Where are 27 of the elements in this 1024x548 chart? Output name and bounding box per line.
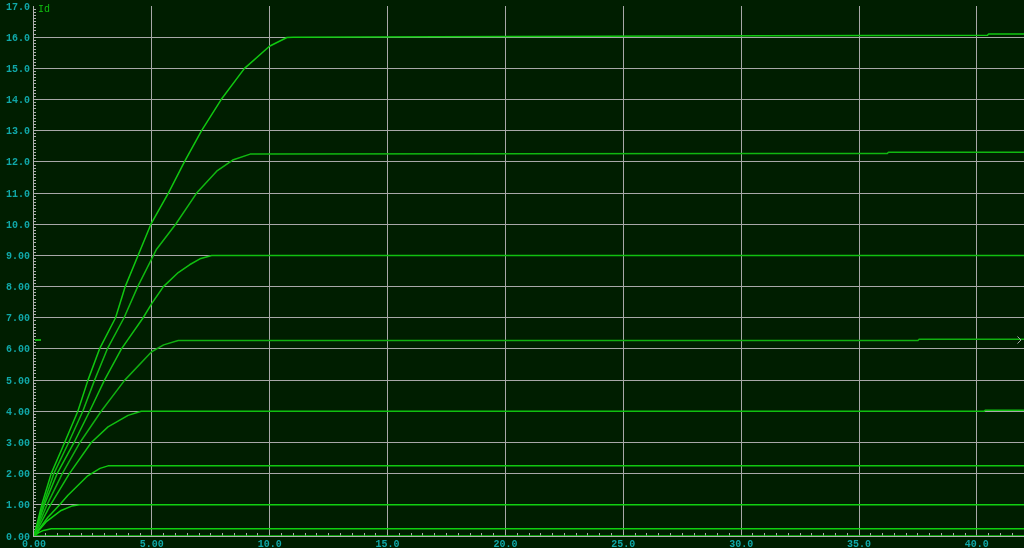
y-tick-label: 2.00 <box>5 469 30 481</box>
y-tick-label: 5.00 <box>5 375 30 387</box>
y-tick-label: 10.0 <box>5 219 30 231</box>
x-tick-label: 0.00 <box>21 539 47 548</box>
y-tick-label: 16.0 <box>5 32 30 44</box>
y-tick-label: 4.00 <box>5 406 30 418</box>
x-tick-label: 10.0 <box>257 539 282 548</box>
y-tick-label: 3.00 <box>5 437 30 449</box>
x-tick-label: 40.0 <box>964 539 989 548</box>
x-tick-label: 35.0 <box>846 539 872 548</box>
y-axis-title: Id <box>38 4 51 15</box>
y-tick-label: 12.0 <box>5 157 30 169</box>
y-tick-label: 7.00 <box>5 313 30 325</box>
y-tick-label: 13.0 <box>5 126 30 138</box>
x-tick-label: 20.0 <box>493 539 518 548</box>
y-tick-label: 6.00 <box>5 344 30 356</box>
y-tick-label: 17.0 <box>5 1 30 13</box>
y-tick-label: 8.00 <box>5 282 30 294</box>
y-tick-label: 1.00 <box>5 500 30 512</box>
x-tick-label: 15.0 <box>375 539 400 548</box>
x-tick-label: 5.00 <box>139 539 164 548</box>
x-tick-label: 25.0 <box>611 539 636 548</box>
y-tick-label: 9.00 <box>5 250 30 262</box>
x-tick-label: 30.0 <box>729 539 754 548</box>
y-tick-label: 15.0 <box>5 63 30 75</box>
y-tick-label: 14.0 <box>5 95 30 107</box>
y-tick-label: 11.0 <box>5 188 30 200</box>
